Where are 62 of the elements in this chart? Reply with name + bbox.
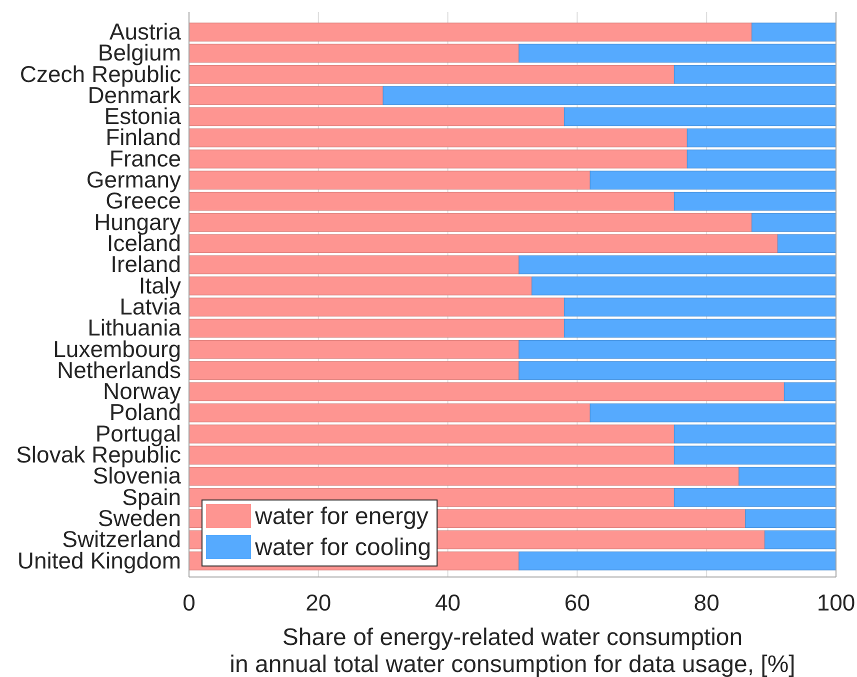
bar [188, 340, 520, 359]
bar [188, 22, 752, 42]
y-tick-label: Austria [109, 18, 182, 44]
y-tick-label: Ireland [110, 251, 181, 278]
x-tick-label: 60 [564, 589, 590, 616]
bar [188, 213, 752, 232]
bar [764, 530, 836, 550]
bar [382, 86, 836, 105]
x-tick-label: 40 [435, 589, 461, 616]
bar [777, 234, 836, 254]
bar [188, 403, 590, 422]
x-tick-label: 0 [182, 589, 196, 616]
bar [752, 213, 836, 232]
bar [188, 128, 688, 148]
bar [532, 276, 836, 296]
bar [518, 361, 836, 380]
bar [188, 361, 520, 380]
y-tick-label: Norway [103, 378, 182, 404]
bar [188, 382, 785, 402]
series-label: water for energy [254, 503, 428, 530]
bar [188, 170, 590, 190]
bar [674, 192, 836, 211]
bar [518, 44, 836, 63]
bar [188, 150, 688, 168]
bar [188, 255, 520, 274]
bar [188, 446, 675, 465]
bar [518, 552, 836, 570]
x-tick-label: 100 [816, 589, 856, 616]
x-tick-label: 80 [694, 589, 720, 616]
bar [738, 466, 836, 486]
bar [674, 488, 836, 507]
bar [188, 466, 740, 486]
bar [188, 192, 675, 211]
bar [518, 255, 836, 274]
bar [188, 86, 384, 105]
bar [674, 424, 836, 444]
bar [745, 509, 836, 528]
bar [188, 424, 675, 444]
bar [188, 298, 565, 316]
bar [188, 107, 565, 126]
bar [590, 170, 836, 190]
y-tick-label: Portugal [95, 420, 181, 446]
bar [188, 276, 532, 296]
bar [188, 44, 520, 63]
bar [752, 22, 836, 42]
y-tick-label: Lithuania [88, 314, 182, 341]
bar [564, 318, 836, 338]
bar [188, 64, 675, 84]
x-axis-title: Share of energy-related water consumption in annual total water consumption for data usage, [%] [230, 624, 796, 677]
bar [590, 403, 836, 422]
bar [674, 64, 836, 84]
bar [188, 234, 778, 254]
bar [188, 318, 565, 338]
x-tick-label: 20 [306, 589, 332, 616]
bar [564, 298, 836, 316]
bar [564, 107, 836, 126]
bar [674, 446, 836, 465]
bar [784, 382, 836, 402]
bar [686, 150, 836, 168]
bar [518, 340, 836, 359]
legend-label: water for cooling [254, 534, 432, 561]
bar [686, 128, 836, 148]
